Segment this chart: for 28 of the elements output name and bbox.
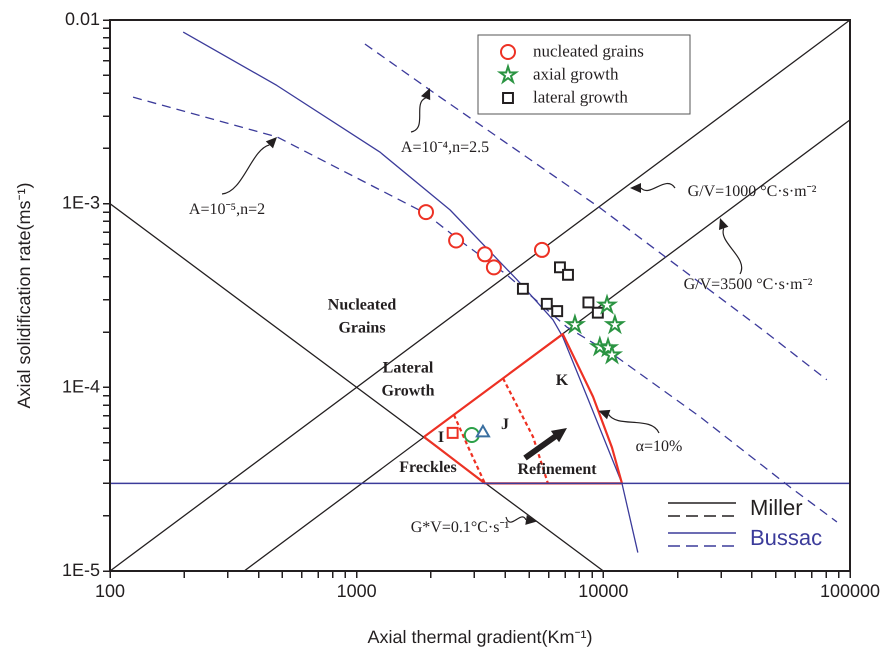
annotation: α=10% (636, 438, 682, 456)
y-tick-label: 1E-3 (62, 192, 100, 213)
legend-label: nucleated grains (533, 41, 644, 60)
annotation: G/V=1000 °C·s·m⁻² (688, 183, 817, 200)
y-tick-label: 1E-5 (62, 560, 100, 580)
annotation: A=10⁻⁴,n=2.5 (400, 139, 490, 156)
annotation: Nucleated Grains (328, 296, 396, 337)
x-tick-label: 1000 (336, 580, 377, 601)
x-axis-title: Axial thermal gradient(Km⁻¹) (367, 627, 593, 648)
annotation: A=10⁻⁵,n=2 (188, 201, 266, 218)
annotation: J (501, 416, 509, 434)
annotation: I (438, 429, 444, 446)
annotation: G/V=3500 °C·s·m⁻² (684, 276, 813, 294)
legend-label: axial growth (533, 64, 619, 84)
y-axis-title: Axial solidification rate(ms⁻¹) (14, 182, 34, 409)
legend-label: Miller (750, 495, 803, 520)
annotation: Lateral Growth (381, 360, 435, 400)
x-tick-label: 100 (94, 580, 126, 601)
annotation: Freckles (399, 459, 457, 476)
x-tick-label: 100000 (820, 580, 880, 601)
legend-label: Bussac (750, 525, 822, 550)
annotation: Refinement (517, 461, 598, 478)
annotation: G*V=0.1°C·s⁻¹ (410, 519, 510, 536)
annotation: K (556, 372, 569, 390)
x-tick-label: 10000 (578, 580, 628, 601)
legend-label: lateral growth (533, 87, 628, 106)
y-tick-label: 1E-4 (62, 376, 100, 396)
y-tick-label: 0.01 (64, 8, 100, 29)
